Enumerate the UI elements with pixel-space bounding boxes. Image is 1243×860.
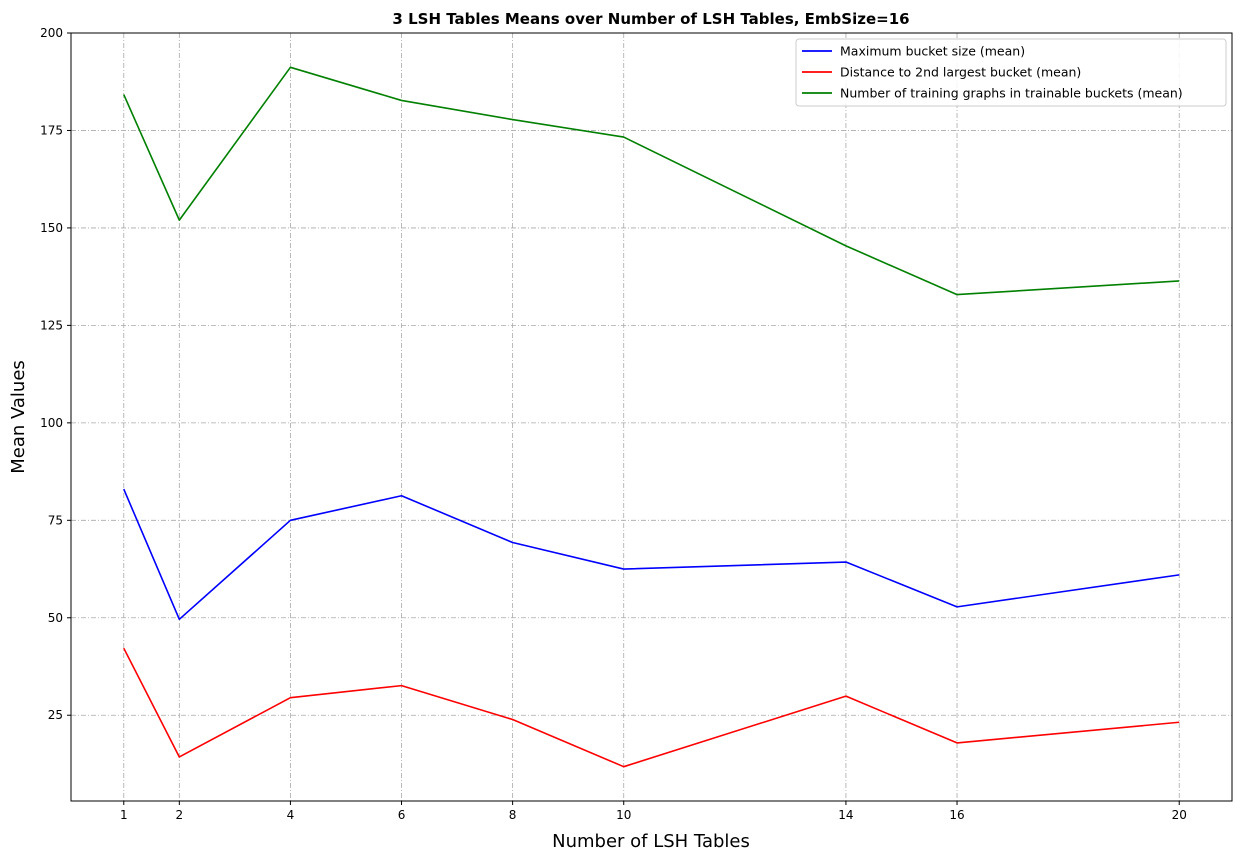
chart-title: 3 LSH Tables Means over Number of LSH Ta…	[392, 10, 909, 28]
x-tick-label: 20	[1172, 808, 1187, 822]
x-tick-label: 4	[287, 808, 295, 822]
x-tick-label: 16	[949, 808, 964, 822]
y-tick-label: 125	[40, 318, 63, 332]
y-tick-label: 200	[40, 26, 63, 40]
x-tick-label: 10	[616, 808, 631, 822]
series-lines	[123, 66, 1180, 768]
legend-label-max-bucket: Maximum bucket size (mean)	[840, 44, 1025, 59]
legend-label-distance: Distance to 2nd largest bucket (mean)	[840, 65, 1081, 80]
y-tick-label: 50	[48, 611, 63, 625]
y-axis-label: Mean Values	[8, 360, 29, 474]
legend-label-training-graphs: Number of training graphs in trainable b…	[840, 86, 1183, 101]
legend: Maximum bucket size (mean) Distance to 2…	[795, 38, 1227, 107]
y-tick-label: 75	[48, 513, 63, 527]
x-tick-label: 8	[509, 808, 517, 822]
x-tick-label: 2	[176, 808, 184, 822]
axis-ticks: 1 2 4 6 8 10 14 16 20 25 50 75 100 125 150 175 200	[40, 26, 1187, 822]
y-tick-label: 25	[48, 708, 63, 722]
x-tick-label: 6	[398, 808, 406, 822]
y-tick-label: 175	[40, 123, 63, 137]
x-tick-label: 1	[120, 808, 128, 822]
x-tick-label: 14	[838, 808, 853, 822]
series-line-training-graphs	[123, 66, 1180, 296]
legend-box	[795, 38, 1227, 107]
y-tick-label: 150	[40, 221, 63, 235]
plot-area-frame	[70, 32, 1233, 802]
x-axis-label: Number of LSH Tables	[552, 831, 750, 852]
series-line-max-bucket	[123, 488, 1180, 621]
y-tick-label: 100	[40, 416, 63, 430]
series-line-distance	[123, 647, 1180, 768]
